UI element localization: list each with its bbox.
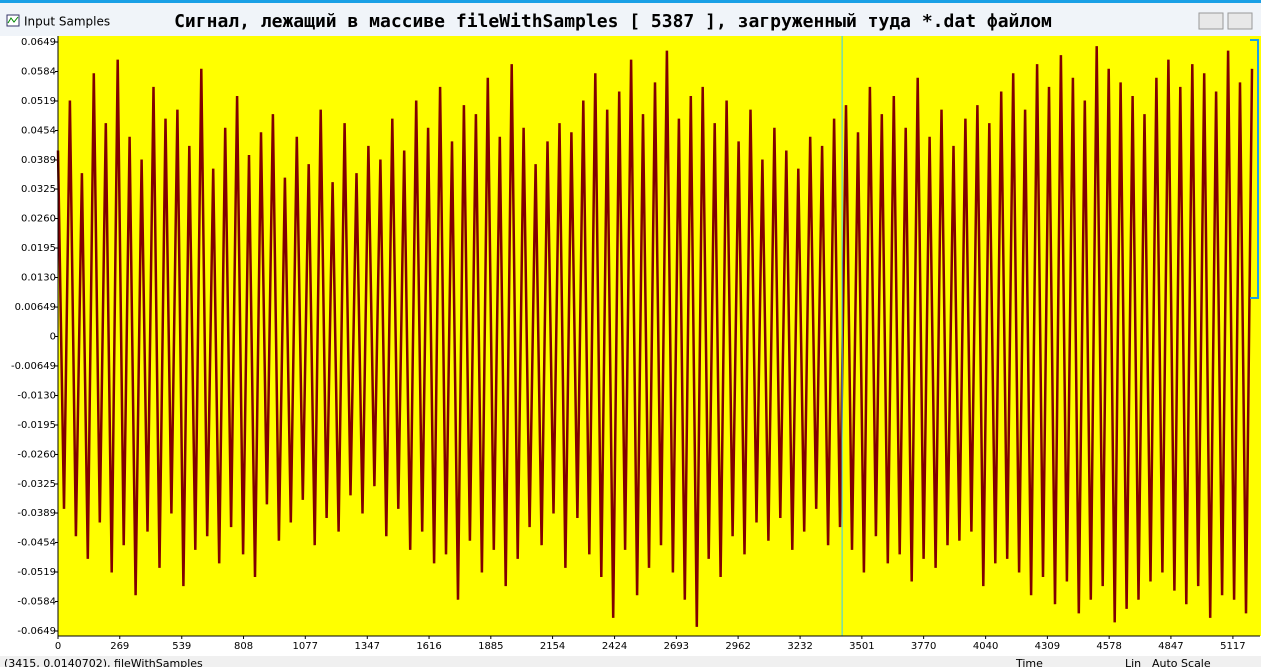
- y-tick-label: 0.0584: [21, 66, 56, 77]
- y-tick-label: 0.0519: [21, 96, 56, 107]
- status-auto-scale[interactable]: Auto Scale: [1152, 657, 1211, 670]
- status-scale-mode[interactable]: Lin: [1125, 657, 1141, 670]
- y-tick-label: -0.0454: [17, 538, 56, 549]
- y-tick-label: -0.0649: [17, 626, 56, 637]
- x-tick-label: 4040: [973, 641, 998, 652]
- x-tick-label: 2962: [725, 641, 750, 652]
- y-tick-label: 0.0130: [21, 273, 56, 284]
- y-tick-label: 0.00649: [15, 302, 56, 313]
- x-tick-label: 1077: [293, 641, 318, 652]
- y-tick-label: -0.0195: [17, 420, 56, 431]
- status-axis-mode[interactable]: Time: [1015, 657, 1043, 670]
- minimize-button[interactable]: [1198, 12, 1224, 30]
- x-tick-label: 1885: [478, 641, 503, 652]
- y-tick-label: 0.0389: [21, 155, 56, 166]
- x-tick-label: 3501: [849, 641, 874, 652]
- y-tick-label: 0.0454: [21, 125, 56, 136]
- y-tick-label: -0.0389: [17, 508, 56, 519]
- y-tick-label: -0.0325: [17, 479, 56, 490]
- y-tick-label: -0.0584: [17, 597, 56, 608]
- side-highlight: [1250, 39, 1259, 299]
- status-position: (3415, 0.0140702), fileWithSamples: [4, 657, 203, 667]
- x-tick-label: 2424: [602, 641, 627, 652]
- x-tick-label: 5117: [1220, 641, 1245, 652]
- y-tick-label: 0.0260: [21, 214, 56, 225]
- x-tick-label: 0: [55, 641, 61, 652]
- x-tick-label: 2154: [540, 641, 565, 652]
- maximize-button[interactable]: [1227, 12, 1253, 30]
- x-tick-label: 4578: [1096, 641, 1121, 652]
- x-tick-label: 1347: [355, 641, 380, 652]
- x-tick-label: 539: [172, 641, 191, 652]
- x-tick-label: 3770: [911, 641, 936, 652]
- y-tick-label: 0.0325: [21, 184, 56, 195]
- y-tick-label: -0.0130: [17, 390, 56, 401]
- x-tick-label: 808: [234, 641, 253, 652]
- x-tick-label: 2693: [664, 641, 689, 652]
- x-tick-label: 269: [110, 641, 129, 652]
- window-caption: Input Samples: [24, 15, 110, 29]
- y-tick-label: 0: [50, 332, 56, 343]
- signal-trace: [56, 46, 1254, 627]
- x-tick-label: 3232: [787, 641, 812, 652]
- y-tick-label: 0.0649: [21, 37, 56, 48]
- x-tick-label: 4309: [1035, 641, 1060, 652]
- x-tick-label: 4847: [1158, 641, 1183, 652]
- status-bar: [0, 656, 1261, 667]
- y-tick-label: -0.0519: [17, 567, 56, 578]
- y-tick-label: -0.00649: [11, 361, 56, 372]
- chart-title: Сигнал, лежащий в массиве fileWithSample…: [174, 11, 1052, 32]
- y-tick-label: 0.0195: [21, 243, 56, 254]
- y-tick-label: -0.0260: [17, 449, 56, 460]
- title-bar: [0, 0, 1261, 36]
- x-tick-label: 1616: [416, 641, 441, 652]
- window-icon-glyph: [7, 16, 19, 24]
